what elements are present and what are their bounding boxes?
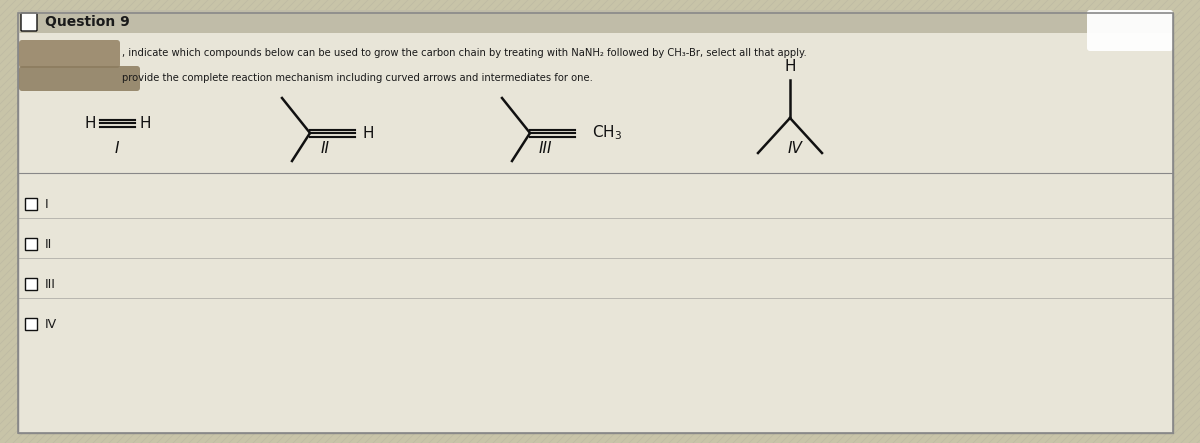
Text: provide the complete reaction mechanism including curved arrows and intermediate: provide the complete reaction mechanism … xyxy=(122,73,593,83)
Text: H: H xyxy=(785,58,796,74)
Text: IV: IV xyxy=(46,318,58,330)
Text: H: H xyxy=(139,116,151,131)
Text: II: II xyxy=(320,140,330,155)
Text: IV: IV xyxy=(787,140,803,155)
Bar xyxy=(18,10,1174,33)
FancyBboxPatch shape xyxy=(1087,10,1174,51)
Text: H: H xyxy=(84,116,96,131)
Text: , indicate which compounds below can be used to grow the carbon chain by treatin: , indicate which compounds below can be … xyxy=(122,48,806,58)
FancyBboxPatch shape xyxy=(22,13,37,31)
Text: Question 9: Question 9 xyxy=(46,15,130,29)
Text: II: II xyxy=(46,237,53,250)
Bar xyxy=(25,238,37,250)
Text: I: I xyxy=(46,198,49,210)
Text: CH$_3$: CH$_3$ xyxy=(592,124,622,142)
Bar xyxy=(25,198,37,210)
Text: III: III xyxy=(539,140,552,155)
FancyBboxPatch shape xyxy=(19,66,140,91)
FancyBboxPatch shape xyxy=(19,40,120,68)
Text: I: I xyxy=(115,140,119,155)
Text: III: III xyxy=(46,277,56,291)
Bar xyxy=(25,318,37,330)
Bar xyxy=(25,278,37,290)
Text: H: H xyxy=(362,125,373,140)
